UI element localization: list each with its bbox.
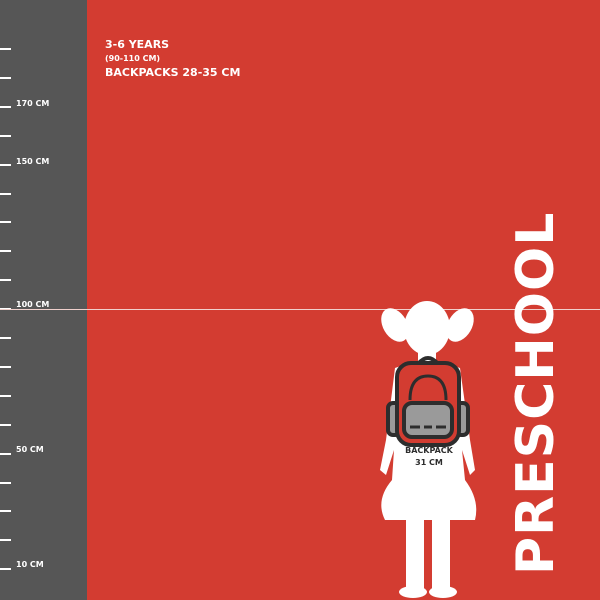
ruler-tick bbox=[0, 250, 11, 253]
ruler-tick bbox=[0, 539, 11, 542]
ruler-label-50: 50 CM bbox=[16, 445, 44, 454]
age-range: 3-6 YEARS bbox=[105, 38, 170, 51]
ruler-tick bbox=[0, 48, 11, 50]
ruler-tick bbox=[0, 221, 11, 224]
ruler-tick bbox=[0, 134, 11, 137]
ruler-label-150: 150 CM bbox=[16, 157, 50, 166]
height-marker-line bbox=[0, 309, 600, 310]
ruler-label-100: 100 CM bbox=[16, 300, 50, 309]
height-range: (90-110 CM) bbox=[105, 54, 161, 63]
ruler-tick bbox=[0, 163, 11, 166]
ruler-tick bbox=[0, 452, 11, 455]
backpack-range: BACKPACKS 28-35 CM bbox=[105, 66, 241, 79]
ruler-tick bbox=[0, 105, 11, 108]
ruler-label-170: 170 CM bbox=[16, 99, 50, 108]
ruler-tick bbox=[0, 394, 11, 397]
ruler-label-10: 10 CM bbox=[16, 560, 44, 569]
backpack-size: 31 CM bbox=[415, 458, 443, 467]
ruler-tick bbox=[0, 337, 11, 339]
backpack-label: BACKPACK bbox=[405, 446, 453, 455]
ruler-tick bbox=[0, 481, 11, 484]
ruler-tick bbox=[0, 192, 11, 195]
ruler-tick bbox=[0, 279, 11, 282]
ruler-tick bbox=[0, 365, 11, 368]
ruler-tick bbox=[0, 76, 11, 79]
child-silhouette bbox=[380, 301, 477, 598]
ruler-tick bbox=[0, 568, 11, 571]
height-ruler bbox=[0, 0, 87, 600]
category-title: PRESCHOOL bbox=[506, 211, 566, 575]
ruler-tick bbox=[0, 423, 11, 426]
ruler-tick bbox=[0, 510, 11, 513]
backpack-icon bbox=[386, 356, 470, 447]
